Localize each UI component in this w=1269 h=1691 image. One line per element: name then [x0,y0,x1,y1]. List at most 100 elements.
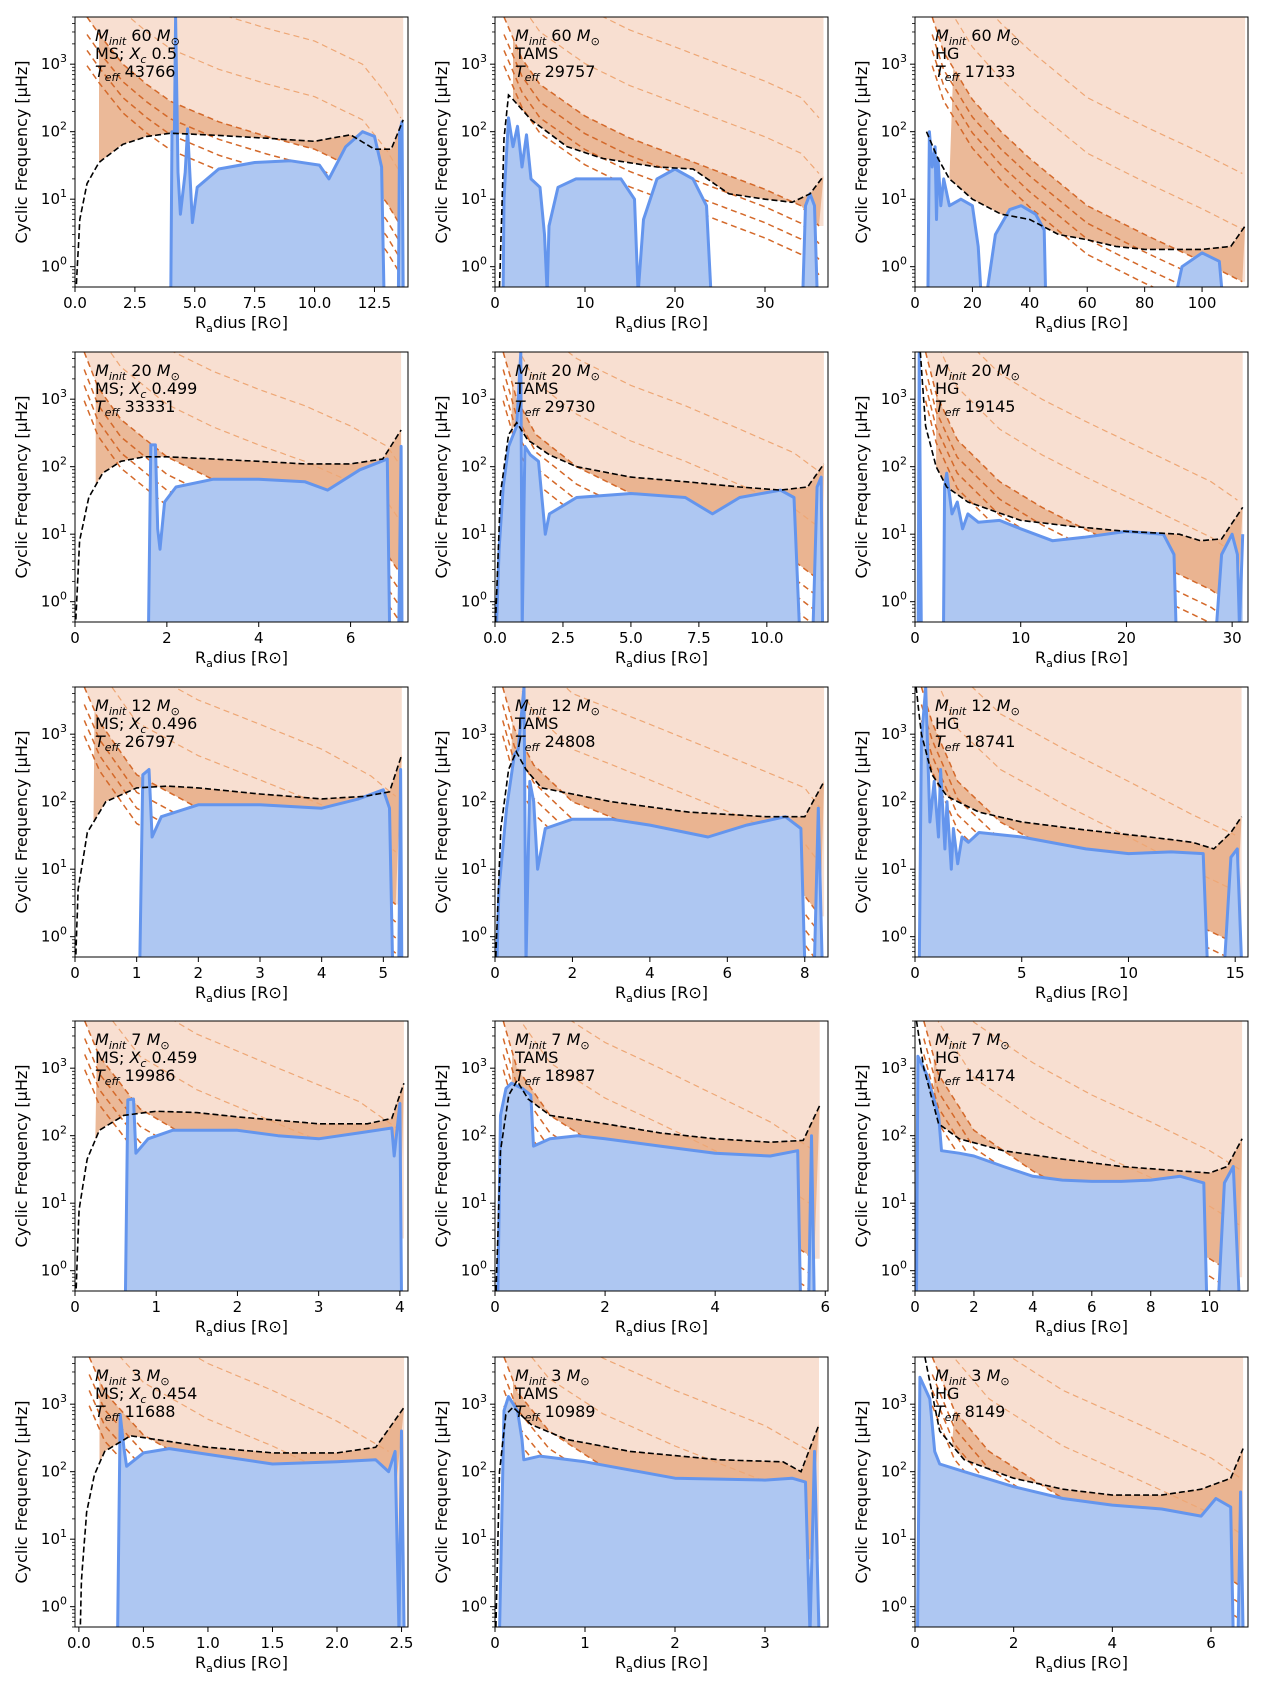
x-tick-label: 1.5 [261,1634,285,1652]
x-tick-label: 20 [963,294,982,312]
x-tick-label: 2.0 [325,1634,349,1652]
x-tick-label: 4 [395,1298,405,1316]
brunt-vaisala-line [123,1097,403,1291]
brunt-vaisala-region [148,444,402,622]
y-tick-label: 102 [41,1124,67,1145]
x-tick-label: 2 [600,1298,610,1316]
lamb-frequency-line-1 [503,17,820,227]
teff-annotation: Teff 24808 [515,732,595,754]
brunt-vaisala-line [498,1395,821,1627]
teff-annotation: Teff 29757 [515,62,595,84]
mass-annotation: Minit 3 M⊙ [95,1366,170,1388]
teff-annotation: Teff 29730 [515,397,595,419]
stage-annotation: MS; Xc 0.5 [95,44,177,66]
x-tick-label: 40 [1020,294,1039,312]
stage-annotation: MS; Xc 0.496 [95,714,197,736]
x-tick-label: 8 [1146,1298,1156,1316]
x-tick-label: 60 [1078,294,1097,312]
y-axis-label: Cyclic Frequency [μHz] [852,60,871,243]
x-tick-label: 10.0 [750,629,783,647]
y-tick-label: 101 [461,1191,487,1212]
lamb-frequency-line-6 [567,352,822,474]
stage-annotation: TAMS [514,44,558,63]
plot-area [75,1021,405,1291]
panel-7: 100 101 102 103 0 1 2 3 4 5 Radius [R⊙] Cyclic Freq… [12,686,409,1005]
x-tick-label: 5 [379,964,389,982]
y-tick-label: 103 [881,1056,907,1077]
x-tick-label: 3 [255,964,265,982]
y-tick-label: 101 [461,187,487,208]
y-axis-label: Cyclic Frequency [μHz] [432,730,451,913]
brunt-vaisala-region [139,769,402,957]
mass-annotation: Minit 3 M⊙ [515,1366,590,1388]
y-tick-label: 103 [41,387,67,408]
x-axis-label: Radius [R⊙] [1035,648,1128,670]
x-tick-label: 2.5 [551,629,575,647]
brunt-vaisala-line [169,17,405,287]
x-axis-label: Radius [R⊙] [615,983,708,1005]
x-tick-label: 1 [580,1634,590,1652]
brunt-vaisala-region [170,17,404,287]
plot-area [495,352,825,622]
y-tick-label: 102 [41,790,67,811]
x-tick-label: 6 [723,964,733,982]
brunt-vaisala-line [926,130,1224,287]
y-tick-label: 102 [881,455,907,476]
x-tick-label: 1 [151,1298,161,1316]
x-axis-label: Radius [R⊙] [615,1653,708,1675]
brunt-vaisala-line [495,352,825,622]
teff-annotation: Teff 18741 [935,732,1015,754]
y-tick-label: 103 [41,52,67,73]
acoustic-cutoff-line [75,429,402,622]
x-tick-label: 0 [910,1634,920,1652]
y-tick-label: 102 [41,455,67,476]
panel-4: 100 101 102 103 0 2 4 6 Radius [R⊙] Cyclic Freque… [12,351,409,670]
plot-area [79,1357,406,1627]
acoustic-cutoff-line [79,1406,405,1627]
acoustic-region [87,17,404,226]
lamb-frequency-line-6 [172,687,397,797]
stage-annotation: MS; Xc 0.459 [95,1048,197,1070]
y-axis-label: Cyclic Frequency [μHz] [852,1400,871,1583]
x-tick-label: 0 [490,964,500,982]
x-tick-label: 5.0 [619,629,643,647]
x-tick-label: 8 [800,964,810,982]
y-axis-label: Cyclic Frequency [μHz] [12,395,31,578]
brunt-vaisala-line [496,1081,816,1291]
x-tick-label: 2 [233,1298,243,1316]
y-tick-label: 102 [461,1460,487,1481]
y-tick-label: 103 [461,722,487,743]
panel-13: 100 101 102 103 0.0 0.5 1.0 1.5 2.0 2.5 Radius [R⊙… [12,1356,413,1675]
x-axis-label: Radius [R⊙] [195,983,288,1005]
brunt-vaisala-region [919,687,1242,957]
teff-annotation: Teff 18987 [515,1066,595,1088]
y-tick-label: 103 [461,387,487,408]
y-tick-label: 102 [881,790,907,811]
stage-annotation: TAMS [514,714,558,733]
stage-annotation: HG [935,1048,959,1067]
panel-11: 100 101 102 103 0 2 4 6 Radius [R⊙] Cyclic Freque… [432,1020,830,1339]
y-tick-label: 102 [461,790,487,811]
lamb-frequency-line-6 [564,687,821,809]
y-axis-label: Cyclic Frequency [μHz] [852,1064,871,1247]
y-axis-label: Cyclic Frequency [μHz] [432,60,451,243]
brunt-vaisala-line [917,687,1243,957]
lamb-frequency-line-6 [1009,1357,1241,1479]
x-tick-label: 80 [1135,294,1154,312]
y-tick-label: 103 [41,1056,67,1077]
stage-annotation: HG [935,44,959,63]
lamb-frequency-line-5 [528,17,820,174]
y-tick-label: 100 [881,255,907,276]
y-tick-label: 100 [461,1259,487,1280]
lamb-frequency-line-3 [503,50,820,260]
teff-annotation: Teff 19986 [95,1066,175,1088]
lamb-frequency-line-5 [530,1357,811,1508]
y-tick-label: 101 [881,1191,907,1212]
y-tick-label: 100 [461,1595,487,1616]
y-tick-label: 101 [41,1191,67,1212]
x-tick-label: 0 [490,1634,500,1652]
teff-annotation: Teff 11688 [95,1402,175,1424]
x-tick-label: 10 [1119,964,1138,982]
y-tick-label: 101 [41,522,67,543]
acoustic-cutoff-line [495,1406,820,1627]
